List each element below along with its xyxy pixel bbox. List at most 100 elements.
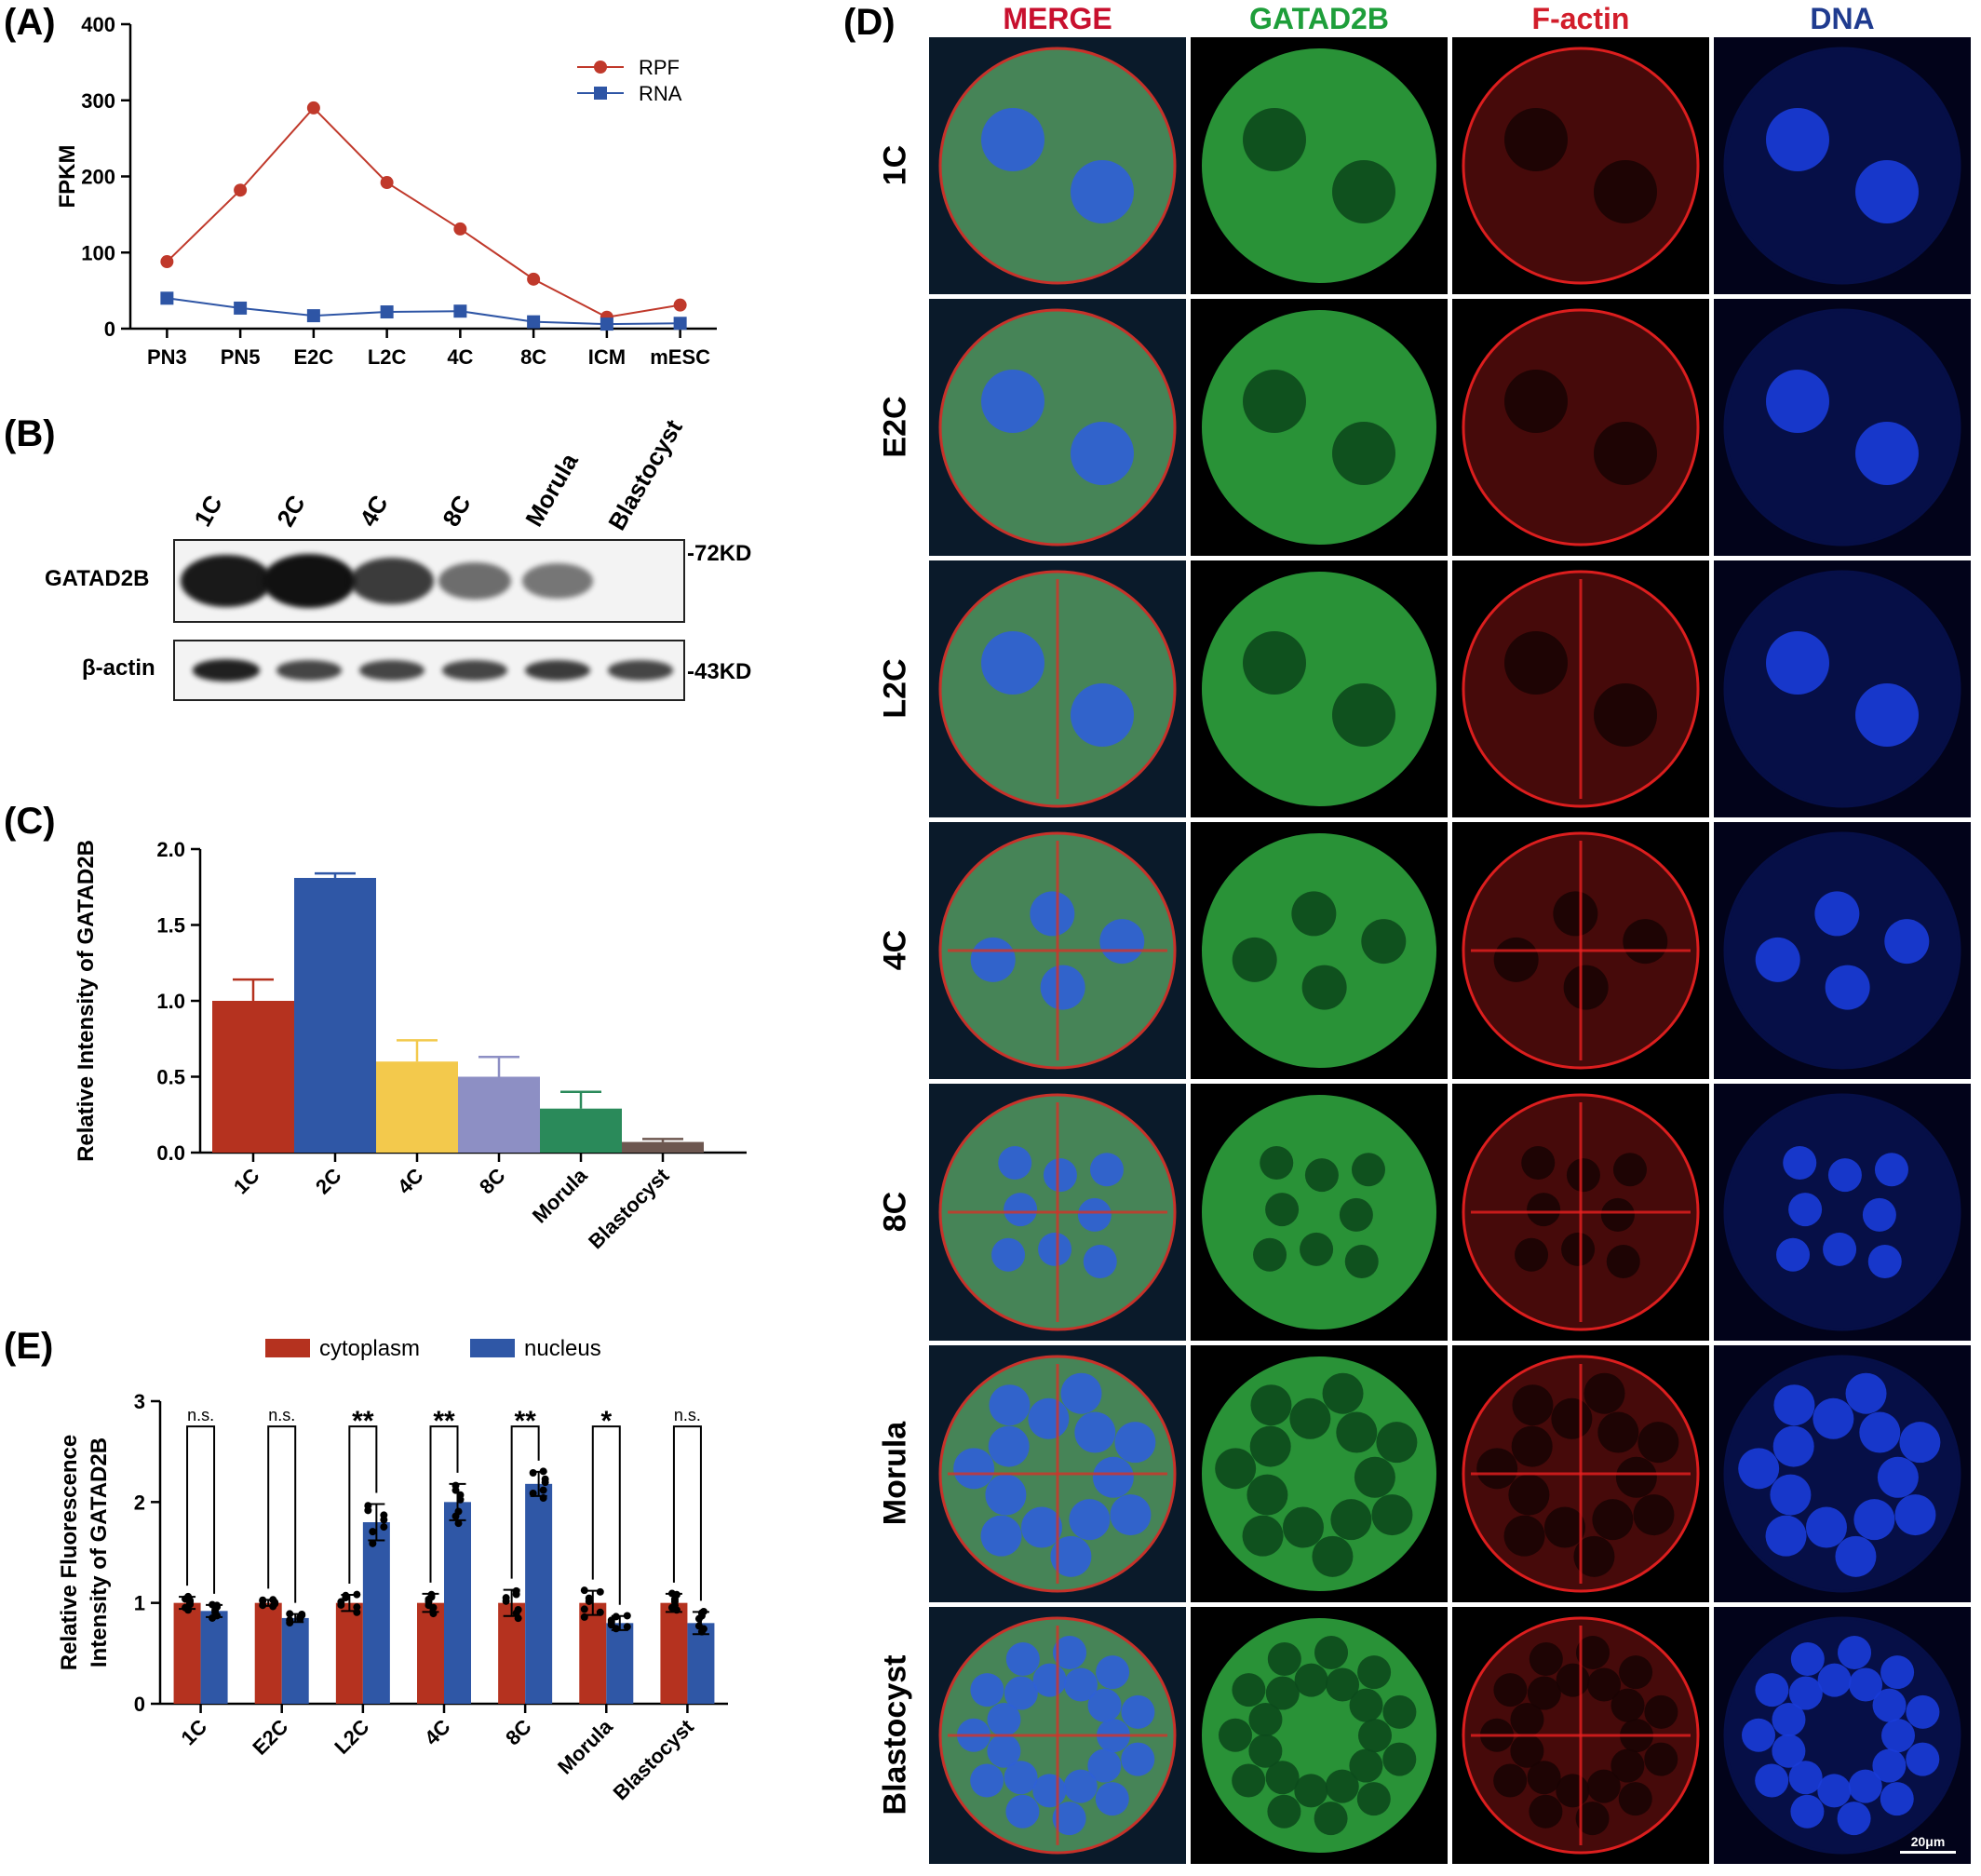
nucleus <box>1527 1761 1561 1795</box>
x-tick-label: mESC <box>650 345 710 369</box>
y-tick-label: 2.0 <box>156 838 185 861</box>
nucleus <box>1853 1499 1895 1541</box>
nucleus <box>1038 1232 1072 1266</box>
nucleus <box>1382 1694 1417 1729</box>
nucleus <box>1573 1535 1615 1577</box>
micrograph-4c-gatad2b <box>1191 822 1448 1079</box>
data-point-rna <box>234 301 248 315</box>
significance-bracket <box>510 1425 540 1579</box>
nucleus <box>1790 1642 1825 1677</box>
data-dot <box>380 1511 388 1519</box>
nucleus <box>987 1702 1021 1736</box>
nucleus <box>1032 1663 1067 1697</box>
micrograph-image <box>1714 1607 1971 1864</box>
nucleus <box>1637 1422 1679 1464</box>
data-dot <box>337 1598 345 1606</box>
data-dot <box>186 1598 195 1606</box>
nucleus <box>1289 1397 1331 1439</box>
data-dot <box>429 1603 438 1612</box>
y-axis-label: FPKM <box>55 145 80 209</box>
data-dot <box>670 1595 679 1603</box>
x-tick-label: 4C <box>447 345 473 369</box>
nucleus <box>1899 1422 1941 1464</box>
micrograph-8c-gatad2b <box>1191 1084 1448 1341</box>
nucleus <box>1028 1397 1070 1439</box>
data-dot <box>353 1603 361 1612</box>
nucleus <box>1773 1384 1815 1426</box>
bar-nucleus <box>444 1502 471 1704</box>
micrograph-morula-dna <box>1714 1345 1971 1602</box>
bar-2c <box>294 877 376 1153</box>
legend-label: cytoplasm <box>319 1336 420 1361</box>
data-dot <box>456 1491 465 1499</box>
micrograph-image <box>1191 1607 1448 1864</box>
data-dot <box>694 1622 703 1630</box>
micrograph-blastocyst-f-actin <box>1452 1607 1709 1864</box>
blot-size-marker: -72KD <box>687 541 752 566</box>
embryo <box>1723 831 1961 1070</box>
nucleus <box>1020 1506 1062 1548</box>
blot-band <box>442 660 507 681</box>
embryo <box>1723 570 1961 808</box>
nucleus <box>1476 1448 1518 1490</box>
bar-1c <box>212 1001 294 1153</box>
micrograph-4c-merge <box>929 822 1186 1079</box>
embryo <box>1723 47 1961 285</box>
column-header-gatad2b: GATAD2B <box>1249 2 1389 35</box>
column-header-f-actin: F-actin <box>1531 2 1630 35</box>
blot-protein-label: β-actin <box>82 655 155 681</box>
micrograph-l2c-dna <box>1714 560 1971 817</box>
nucleus <box>1527 1193 1561 1227</box>
blot-band <box>181 554 272 608</box>
nucleus <box>980 1515 1022 1557</box>
x-tick-label: Morula <box>528 1163 592 1227</box>
nucleus <box>1493 1763 1528 1798</box>
nucleus <box>1087 1748 1122 1783</box>
panel-letter-e: (E) <box>4 1326 54 1367</box>
lane-label: 2C <box>271 490 311 532</box>
nucleus <box>1050 1535 1092 1577</box>
nucleus <box>1052 1802 1086 1836</box>
bar-cytoplasm <box>417 1602 444 1704</box>
nucleus <box>1349 1748 1383 1783</box>
nucleus <box>1872 1748 1907 1783</box>
data-point-rpf <box>306 101 320 115</box>
bar-nucleus <box>687 1623 715 1704</box>
nucleus <box>1566 1158 1600 1193</box>
nucleus <box>1493 937 1539 982</box>
micrograph-1c-f-actin <box>1452 37 1709 294</box>
nucleus <box>1099 919 1145 965</box>
nucleus <box>1510 1734 1544 1768</box>
nucleus <box>1005 1794 1040 1829</box>
nucleus <box>1563 965 1609 1010</box>
data-dot <box>596 1608 604 1616</box>
bar-nucleus <box>200 1611 228 1704</box>
data-dot <box>209 1613 217 1622</box>
nucleus <box>1755 1673 1789 1707</box>
data-dot <box>271 1599 279 1607</box>
data-point-rpf <box>527 272 541 286</box>
microscopy-grid: MERGE GATAD2B F-actin DNA 1C E2C L2C 4C 8C Morula… <box>878 2 1979 1876</box>
legend-marker <box>594 61 607 74</box>
line-chart-fpkm: 0 100 200 300 400 PN3 PN5 E2C L2C 4C 8C ICM mESC FPKM… <box>55 13 717 369</box>
embryo <box>1202 310 1436 545</box>
micrograph-e2c-gatad2b <box>1191 299 1448 556</box>
nucleus <box>1253 1237 1287 1272</box>
data-dot <box>580 1613 588 1621</box>
nucleus <box>1322 1372 1364 1414</box>
y-axis-label-line1: Relative Fluorescence <box>57 1435 82 1670</box>
nucleus <box>1855 683 1919 747</box>
nucleus <box>1849 1667 1883 1702</box>
nucleus <box>1043 1158 1077 1193</box>
nucleus <box>1783 1146 1817 1181</box>
nucleus <box>1770 1474 1812 1516</box>
x-tick-label: 8C <box>501 1715 536 1750</box>
nucleus <box>1837 1802 1871 1836</box>
nucleus <box>1332 160 1395 223</box>
nucleus <box>1553 891 1598 937</box>
nucleus <box>1742 1718 1776 1752</box>
blot-membrane <box>173 640 685 701</box>
nucleus <box>1030 891 1075 937</box>
nucleus <box>1351 1153 1385 1187</box>
nucleus <box>1314 1635 1349 1669</box>
